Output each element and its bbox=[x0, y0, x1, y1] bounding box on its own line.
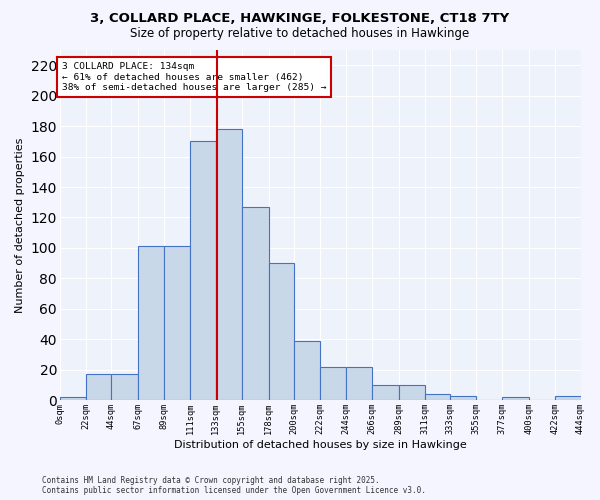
Bar bbox=[346, 366, 372, 400]
Bar bbox=[425, 394, 451, 400]
Bar bbox=[139, 246, 164, 400]
Bar bbox=[60, 397, 86, 400]
Y-axis label: Number of detached properties: Number of detached properties bbox=[15, 138, 25, 313]
Text: Contains HM Land Registry data © Crown copyright and database right 2025.
Contai: Contains HM Land Registry data © Crown c… bbox=[42, 476, 426, 495]
Bar bbox=[242, 207, 269, 400]
Text: Size of property relative to detached houses in Hawkinge: Size of property relative to detached ho… bbox=[130, 28, 470, 40]
Bar bbox=[216, 129, 242, 400]
Bar bbox=[164, 246, 190, 400]
Bar bbox=[320, 366, 346, 400]
Bar bbox=[555, 396, 581, 400]
Bar bbox=[86, 374, 112, 400]
Bar bbox=[295, 341, 320, 400]
Bar bbox=[269, 263, 295, 400]
Text: 3, COLLARD PLACE, HAWKINGE, FOLKESTONE, CT18 7TY: 3, COLLARD PLACE, HAWKINGE, FOLKESTONE, … bbox=[91, 12, 509, 26]
Text: 3 COLLARD PLACE: 134sqm
← 61% of detached houses are smaller (462)
38% of semi-d: 3 COLLARD PLACE: 134sqm ← 61% of detache… bbox=[62, 62, 326, 92]
Bar bbox=[190, 142, 216, 400]
Bar bbox=[372, 385, 399, 400]
Bar bbox=[112, 374, 139, 400]
Bar bbox=[451, 396, 476, 400]
Bar bbox=[399, 385, 425, 400]
Bar bbox=[502, 397, 529, 400]
X-axis label: Distribution of detached houses by size in Hawkinge: Distribution of detached houses by size … bbox=[174, 440, 467, 450]
